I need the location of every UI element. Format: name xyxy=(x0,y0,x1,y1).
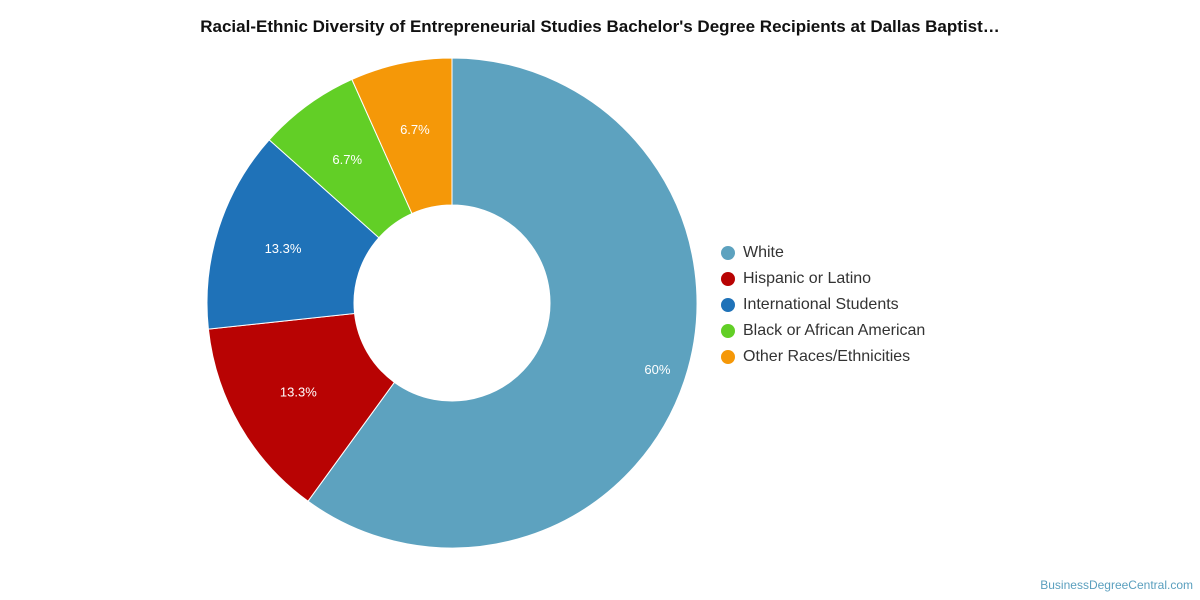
legend-label: Other Races/Ethnicities xyxy=(743,348,911,365)
slice-label: 60% xyxy=(644,362,670,377)
legend-label: Black or African American xyxy=(743,322,926,339)
slice-label: 6.7% xyxy=(332,152,362,167)
slice-label: 6.7% xyxy=(400,122,430,137)
legend-swatch xyxy=(721,246,735,260)
slice-label: 13.3% xyxy=(265,241,302,256)
chart-title: Racial-Ethnic Diversity of Entrepreneuri… xyxy=(200,17,1000,36)
legend-item[interactable]: White xyxy=(721,240,925,266)
legend-label: White xyxy=(743,244,784,261)
legend-item[interactable]: International Students xyxy=(721,292,925,318)
legend-item[interactable]: Black or African American xyxy=(721,318,925,344)
slice-international-students[interactable] xyxy=(206,139,380,330)
legend-swatch xyxy=(721,272,735,286)
legend-swatch xyxy=(721,324,735,338)
slice-other-races-ethnicities[interactable] xyxy=(351,57,453,215)
legend-item[interactable]: Hispanic or Latino xyxy=(721,266,925,292)
legend-label: International Students xyxy=(743,296,899,313)
legend-item[interactable]: Other Races/Ethnicities xyxy=(721,344,925,370)
slice-hispanic-or-latino[interactable] xyxy=(207,312,396,502)
slice-label: 13.3% xyxy=(280,384,317,399)
legend-swatch xyxy=(721,298,735,312)
chart-legend: White Hispanic or Latino International Stu… xyxy=(721,240,925,370)
source-credit[interactable]: BusinessDegreeCentral.com xyxy=(1040,578,1193,592)
slice-white[interactable] xyxy=(307,57,698,549)
legend-swatch xyxy=(721,350,735,364)
legend-label: Hispanic or Latino xyxy=(743,270,872,287)
